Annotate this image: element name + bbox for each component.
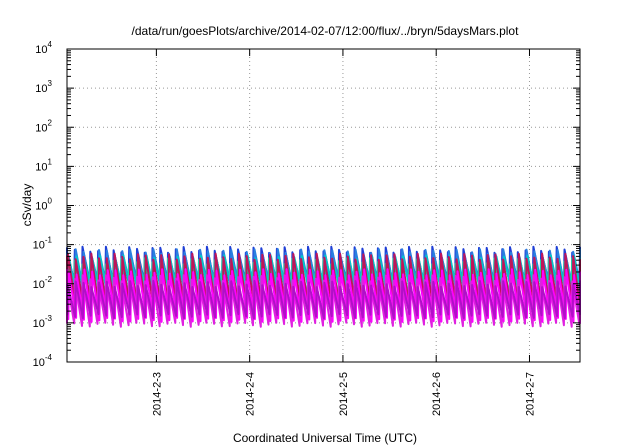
y-tick-label: 103 (35, 79, 52, 95)
y-tick-label: 10-4 (33, 353, 53, 369)
series-line (66, 279, 581, 320)
y-tick-label: 10-3 (33, 314, 53, 330)
y-axis-label: cSv/day (20, 184, 34, 227)
y-tick-label: 101 (35, 157, 52, 173)
chart-title: /data/run/goesPlots/archive/2014-02-07/1… (132, 24, 520, 38)
series-group (66, 245, 581, 328)
x-axis-label: Coordinated Universal Time (UTC) (233, 431, 417, 445)
y-tick-label: 104 (35, 40, 52, 56)
x-tick-label: 2014-2-4 (245, 372, 257, 416)
x-tick-label: 2014-2-3 (151, 372, 163, 416)
x-tick-label: 2014-2-6 (431, 372, 443, 416)
x-tick-label: 2014-2-7 (524, 372, 536, 416)
ticks-group: 104 103 102 101 100 10-1 10-2 10-3 10-4 2014-2-3 2… (33, 40, 580, 416)
x-tick-label: 2014-2-5 (338, 372, 350, 416)
y-tick-label: 102 (35, 118, 52, 134)
y-tick-label: 100 (35, 197, 52, 213)
y-tick-label: 10-2 (33, 275, 53, 291)
y-tick-label: 10-1 (33, 236, 53, 252)
